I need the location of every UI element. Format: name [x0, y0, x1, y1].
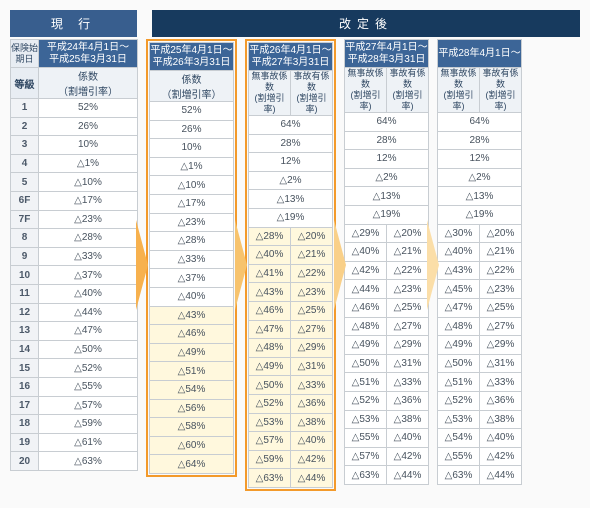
arrow-icon — [334, 220, 346, 310]
arrow-icon — [136, 220, 148, 310]
arrow-icon — [427, 220, 439, 310]
header-revised: 改定後 — [152, 10, 580, 37]
column-h28: 平成28年4月1日～無事故係数(割増引率)事故有係数(割増引率)64%28%12… — [437, 39, 522, 485]
top-header-row: 現 行 改定後 — [10, 10, 580, 37]
column-h27: 平成27年4月1日～平成28年3月31日無事故係数(割増引率)事故有係数(割増引… — [344, 39, 429, 485]
grade-and-current-column: 保険始期日平成24年4月1日～平成25年3月31日等級係数（割増引率）152%2… — [10, 39, 138, 471]
comparison-table: 現 行 改定後 保険始期日平成24年4月1日～平成25年3月31日等級係数（割増… — [10, 10, 580, 491]
arrow-icon — [235, 220, 247, 310]
column-h26: 平成26年4月1日～平成27年3月31日無事故係数(割増引率)事故有係数(割増引… — [245, 39, 336, 491]
column-h25: 平成25年4月1日～平成26年3月31日係数（割増引率）52%26%10%△1%… — [146, 39, 237, 477]
header-current: 現 行 — [10, 10, 137, 37]
